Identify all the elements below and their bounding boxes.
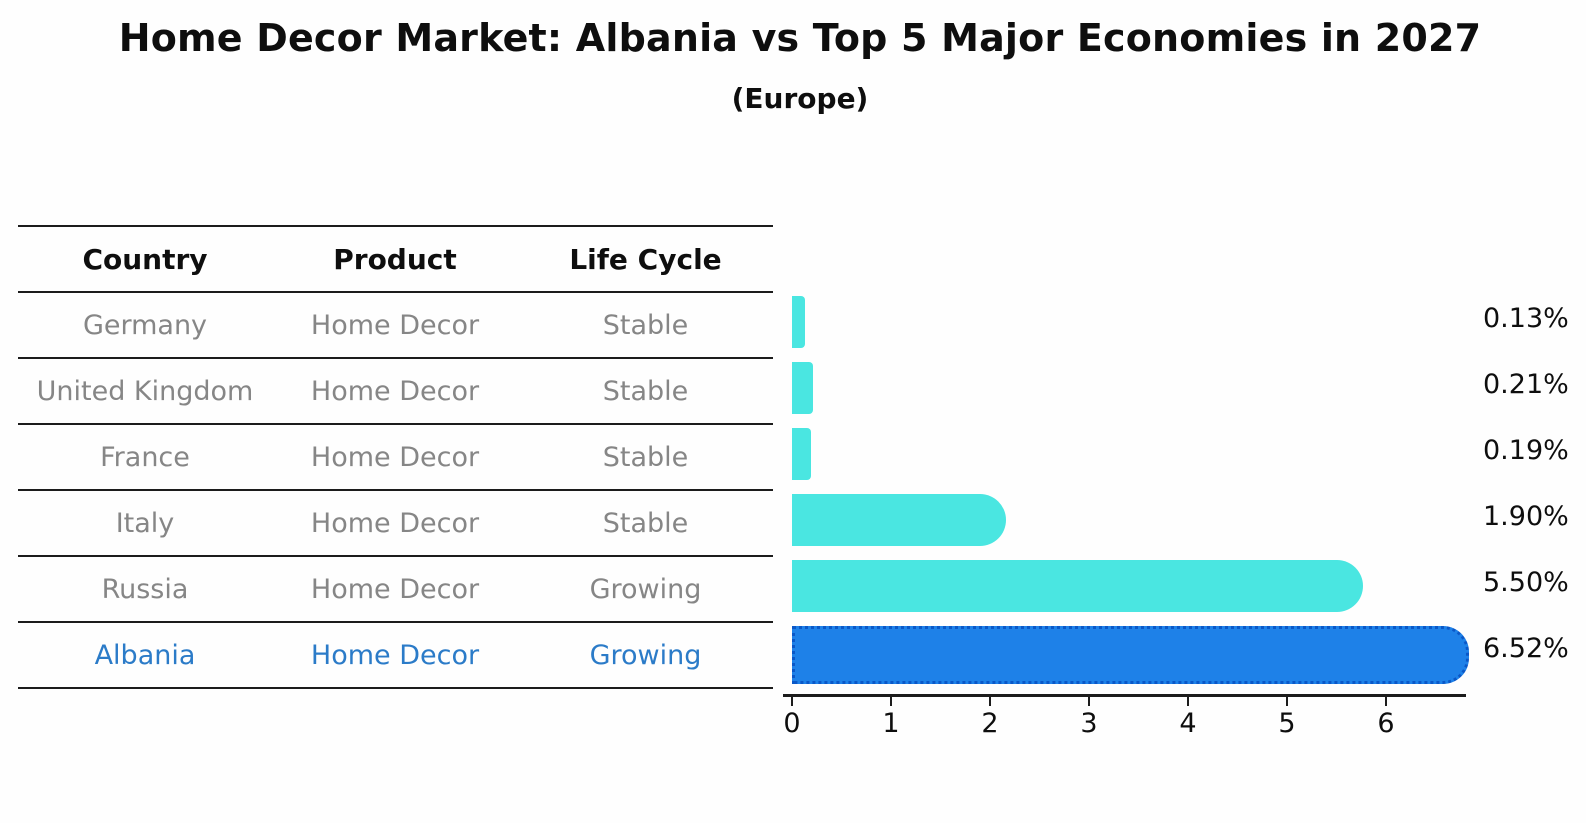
cell-life-cycle: Growing <box>589 639 702 671</box>
table-row: United Kingdom Home Decor Stable <box>18 359 773 425</box>
value-label: 0.21% <box>1483 369 1569 400</box>
x-axis-tick <box>890 697 892 706</box>
cell-country: United Kingdom <box>36 375 254 407</box>
x-axis-tick <box>1088 697 1090 706</box>
bar-germany <box>792 296 805 348</box>
x-axis-tick <box>1286 697 1288 706</box>
cell-life-cycle: Growing <box>589 573 702 605</box>
value-label: 0.13% <box>1483 303 1569 334</box>
column-header-product: Product <box>333 242 457 276</box>
x-axis-line <box>783 694 1466 697</box>
cell-life-cycle: Stable <box>602 441 689 473</box>
value-label: 1.90% <box>1483 501 1569 532</box>
x-axis-tick-label: 2 <box>981 708 999 739</box>
cell-product: Home Decor <box>310 507 480 539</box>
table-body: Germany Home Decor Stable United Kingdom Hom… <box>18 293 773 689</box>
country-table: Country Product Life Cycle Germany Home D… <box>18 225 773 689</box>
value-label: 5.50% <box>1483 567 1569 598</box>
cell-product: Home Decor <box>310 375 480 407</box>
x-axis-tick-label: 0 <box>783 708 801 739</box>
cell-product: Home Decor <box>310 441 480 473</box>
cell-product: Home Decor <box>310 573 480 605</box>
cell-life-cycle: Stable <box>602 507 689 539</box>
chart-subtitle: (Europe) <box>731 82 869 115</box>
table-row: Italy Home Decor Stable <box>18 491 773 557</box>
cell-country: Italy <box>115 507 175 539</box>
x-axis-tick-label: 1 <box>882 708 900 739</box>
value-label: 6.52% <box>1483 633 1569 664</box>
x-axis-tick <box>1187 697 1189 706</box>
table-row: Germany Home Decor Stable <box>18 293 773 359</box>
cell-country: Albania <box>94 639 196 671</box>
cell-life-cycle: Stable <box>602 309 689 341</box>
bar-albania <box>792 626 1469 684</box>
x-axis-tick-label: 6 <box>1377 708 1395 739</box>
cell-country: France <box>100 441 190 473</box>
table-row: Russia Home Decor Growing <box>18 557 773 623</box>
x-axis-tick-label: 4 <box>1179 708 1197 739</box>
table-row: Albania Home Decor Growing <box>18 623 773 689</box>
table-row: France Home Decor Stable <box>18 425 773 491</box>
bar-italy <box>792 494 1006 546</box>
cell-life-cycle: Stable <box>602 375 689 407</box>
x-axis-tick <box>989 697 991 706</box>
table-header-row: Country Product Life Cycle <box>18 227 773 293</box>
bar-russia <box>792 560 1363 612</box>
x-axis-tick <box>791 697 793 706</box>
chart-title: Home Decor Market: Albania vs Top 5 Majo… <box>118 16 1482 60</box>
cell-country: Russia <box>101 573 189 605</box>
x-axis-tick <box>1385 697 1387 706</box>
cell-product: Home Decor <box>310 309 480 341</box>
column-header-life-cycle: Life Cycle <box>569 242 722 276</box>
bar-united-kingdom <box>792 362 813 414</box>
cell-product: Home Decor <box>310 639 480 671</box>
x-axis-tick-label: 5 <box>1278 708 1296 739</box>
value-label: 0.19% <box>1483 435 1569 466</box>
cell-country: Germany <box>82 309 208 341</box>
x-axis-tick-label: 3 <box>1080 708 1098 739</box>
column-header-country: Country <box>82 242 208 276</box>
bar-france <box>792 428 811 480</box>
